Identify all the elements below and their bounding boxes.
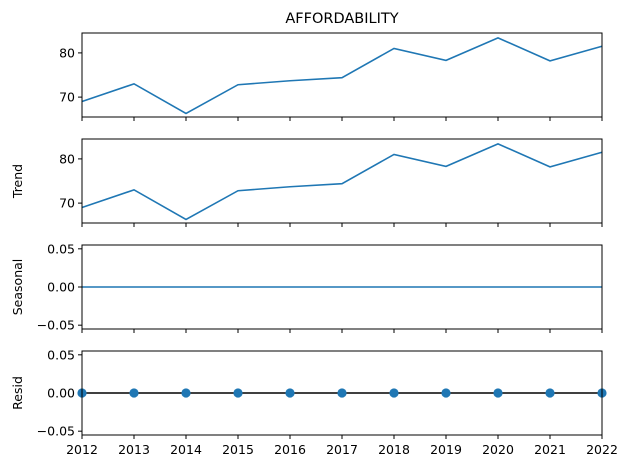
x-tick-label: 2021 bbox=[534, 442, 566, 457]
y-tick-label: 80 bbox=[59, 45, 75, 60]
x-tick-label: 2013 bbox=[118, 442, 150, 457]
x-tick-label: 2012 bbox=[66, 442, 98, 457]
plot-frame bbox=[81, 350, 603, 436]
y-tick-label: 70 bbox=[59, 196, 75, 211]
y-tick-label: 0.00 bbox=[47, 386, 75, 401]
resid-point bbox=[493, 388, 503, 398]
y-tick-label: 0.00 bbox=[47, 280, 75, 295]
plot-frame bbox=[81, 138, 603, 224]
panel-1: 70 80 bbox=[59, 32, 603, 121]
panel-3: −0.05 0.00 0.05 Seasonal bbox=[10, 241, 603, 333]
resid-point bbox=[233, 388, 243, 398]
y-axis-label: Trend bbox=[10, 164, 25, 199]
x-tick-label: 2018 bbox=[378, 442, 410, 457]
y-axis-label: Seasonal bbox=[10, 259, 25, 316]
plot-frame bbox=[81, 32, 603, 118]
y-tick-label: 0.05 bbox=[47, 347, 75, 362]
y-tick-label: −0.05 bbox=[37, 318, 75, 333]
resid-point bbox=[441, 388, 451, 398]
y-axis-label: Resid bbox=[10, 376, 25, 410]
panel-4: −0.05 0.00 0.05 2012 2013 2014 2015 2016 2017 201… bbox=[10, 347, 618, 457]
x-tick-label: 2016 bbox=[274, 442, 306, 457]
resid-point bbox=[181, 388, 191, 398]
chart-title: AFFORDABILITY bbox=[285, 11, 398, 27]
series-line bbox=[81, 36, 603, 115]
x-tick-label: 2017 bbox=[326, 442, 358, 457]
y-tick-label: 80 bbox=[59, 151, 75, 166]
resid-point bbox=[129, 388, 139, 398]
y-tick-label: 0.05 bbox=[47, 241, 75, 256]
resid-point bbox=[285, 388, 295, 398]
resid-point bbox=[337, 388, 347, 398]
y-tick-label: −0.05 bbox=[37, 424, 75, 439]
x-tick-label: 2020 bbox=[482, 442, 514, 457]
y-tick-label: 70 bbox=[59, 90, 75, 105]
series-line bbox=[81, 142, 603, 221]
x-tick-label: 2022 bbox=[586, 442, 618, 457]
x-tick-label: 2019 bbox=[430, 442, 462, 457]
x-tick-label: 2014 bbox=[170, 442, 202, 457]
resid-point bbox=[389, 388, 399, 398]
resid-point bbox=[545, 388, 555, 398]
panel-2: 70 80 Trend bbox=[10, 138, 603, 227]
plot-frame bbox=[81, 244, 603, 330]
x-tick-label: 2015 bbox=[222, 442, 254, 457]
